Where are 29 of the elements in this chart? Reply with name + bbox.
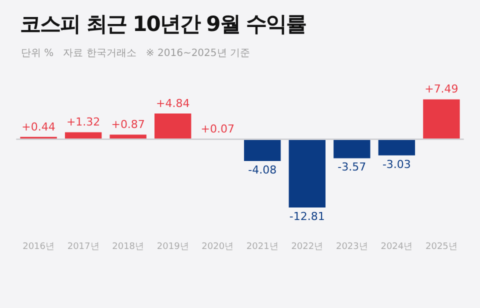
data-label: -3.57: [338, 160, 366, 174]
data-label: -12.81: [289, 210, 325, 223]
x-tick-label: 2025년: [426, 242, 458, 252]
x-tick-label: 2020년: [202, 242, 234, 252]
x-tick-label: 2018년: [112, 242, 144, 252]
x-tick-label: 2019년: [156, 242, 189, 252]
x-tick-label: 2021년: [246, 242, 278, 252]
x-tick-label: 2022년: [291, 242, 324, 252]
data-label: +4.84: [156, 96, 190, 110]
data-label: +0.87: [111, 118, 145, 132]
data-label: +7.49: [424, 82, 458, 96]
data-label: +1.32: [66, 116, 100, 129]
x-tick-label: 2016년: [22, 242, 54, 252]
bar: [64, 132, 102, 140]
bar: [334, 139, 370, 158]
x-tick-label: 2017년: [67, 242, 100, 252]
data-label: -4.08: [248, 163, 277, 176]
bar: [378, 139, 416, 156]
chart-title: 코스피 최근 10년간 9월 수익률: [20, 11, 306, 38]
bar: [244, 139, 281, 162]
data-label: +0.07: [200, 122, 234, 136]
bar: [423, 99, 460, 140]
chart-subtitle: 단위 % 자료 한국거래소 ※ 2016~2025년 기준: [21, 47, 250, 60]
data-label: +0.44: [22, 120, 56, 134]
x-tick-label: 2024년: [380, 242, 413, 252]
data-label: -3.03: [382, 158, 411, 171]
bar: [154, 113, 192, 140]
bar: [288, 139, 326, 208]
x-tick-label: 2023년: [336, 242, 368, 252]
